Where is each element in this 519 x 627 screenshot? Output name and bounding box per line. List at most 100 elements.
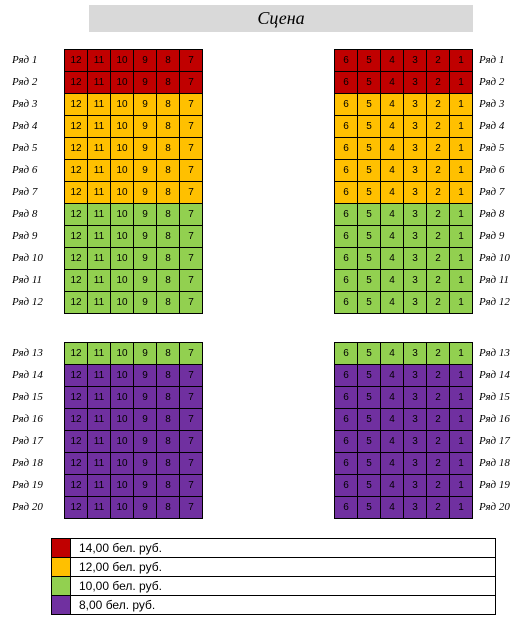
- seat[interactable]: 5: [357, 496, 381, 519]
- seat[interactable]: 5: [357, 430, 381, 453]
- seat[interactable]: 8: [156, 93, 180, 116]
- seat[interactable]: 11: [87, 364, 111, 387]
- seat[interactable]: 6: [334, 71, 358, 94]
- seat[interactable]: 8: [156, 247, 180, 270]
- seat[interactable]: 12: [64, 452, 88, 475]
- seat[interactable]: 1: [449, 474, 473, 497]
- seat[interactable]: 10: [110, 452, 134, 475]
- seat[interactable]: 9: [133, 269, 157, 292]
- seat[interactable]: 9: [133, 71, 157, 94]
- seat[interactable]: 2: [426, 452, 450, 475]
- seat[interactable]: 9: [133, 430, 157, 453]
- seat[interactable]: 4: [380, 181, 404, 204]
- seat[interactable]: 5: [357, 49, 381, 72]
- seat[interactable]: 2: [426, 474, 450, 497]
- seat[interactable]: 11: [87, 430, 111, 453]
- seat[interactable]: 4: [380, 430, 404, 453]
- seat[interactable]: 8: [156, 181, 180, 204]
- seat[interactable]: 2: [426, 115, 450, 138]
- seat[interactable]: 1: [449, 225, 473, 248]
- seat[interactable]: 9: [133, 474, 157, 497]
- seat[interactable]: 12: [64, 225, 88, 248]
- seat[interactable]: 2: [426, 430, 450, 453]
- seat[interactable]: 10: [110, 430, 134, 453]
- seat[interactable]: 10: [110, 408, 134, 431]
- seat[interactable]: 4: [380, 203, 404, 226]
- seat[interactable]: 11: [87, 137, 111, 160]
- seat[interactable]: 10: [110, 364, 134, 387]
- seat[interactable]: 7: [179, 203, 203, 226]
- seat[interactable]: 9: [133, 159, 157, 182]
- seat[interactable]: 11: [87, 115, 111, 138]
- seat[interactable]: 2: [426, 364, 450, 387]
- seat[interactable]: 9: [133, 452, 157, 475]
- seat[interactable]: 3: [403, 269, 427, 292]
- seat[interactable]: 4: [380, 496, 404, 519]
- seat[interactable]: 6: [334, 225, 358, 248]
- seat[interactable]: 11: [87, 269, 111, 292]
- seat[interactable]: 7: [179, 269, 203, 292]
- seat[interactable]: 5: [357, 115, 381, 138]
- seat[interactable]: 1: [449, 115, 473, 138]
- seat[interactable]: 3: [403, 137, 427, 160]
- seat[interactable]: 12: [64, 291, 88, 314]
- seat[interactable]: 10: [110, 474, 134, 497]
- seat[interactable]: 11: [87, 291, 111, 314]
- seat[interactable]: 6: [334, 247, 358, 270]
- seat[interactable]: 10: [110, 386, 134, 409]
- seat[interactable]: 12: [64, 203, 88, 226]
- seat[interactable]: 6: [334, 181, 358, 204]
- seat[interactable]: 1: [449, 49, 473, 72]
- seat[interactable]: 10: [110, 115, 134, 138]
- seat[interactable]: 5: [357, 342, 381, 365]
- seat[interactable]: 5: [357, 93, 381, 116]
- seat[interactable]: 12: [64, 49, 88, 72]
- seat[interactable]: 12: [64, 71, 88, 94]
- seat[interactable]: 10: [110, 496, 134, 519]
- seat[interactable]: 6: [334, 496, 358, 519]
- seat[interactable]: 5: [357, 474, 381, 497]
- seat[interactable]: 8: [156, 291, 180, 314]
- seat[interactable]: 1: [449, 408, 473, 431]
- seat[interactable]: 11: [87, 225, 111, 248]
- seat[interactable]: 3: [403, 364, 427, 387]
- seat[interactable]: 1: [449, 247, 473, 270]
- seat[interactable]: 1: [449, 386, 473, 409]
- seat[interactable]: 12: [64, 269, 88, 292]
- seat[interactable]: 11: [87, 159, 111, 182]
- seat[interactable]: 2: [426, 247, 450, 270]
- seat[interactable]: 10: [110, 291, 134, 314]
- seat[interactable]: 4: [380, 386, 404, 409]
- seat[interactable]: 8: [156, 71, 180, 94]
- seat[interactable]: 5: [357, 452, 381, 475]
- seat[interactable]: 10: [110, 247, 134, 270]
- seat[interactable]: 3: [403, 430, 427, 453]
- seat[interactable]: 4: [380, 364, 404, 387]
- seat[interactable]: 7: [179, 291, 203, 314]
- seat[interactable]: 4: [380, 225, 404, 248]
- seat[interactable]: 3: [403, 408, 427, 431]
- seat[interactable]: 3: [403, 181, 427, 204]
- seat[interactable]: 4: [380, 137, 404, 160]
- seat[interactable]: 2: [426, 137, 450, 160]
- seat[interactable]: 9: [133, 408, 157, 431]
- seat[interactable]: 2: [426, 291, 450, 314]
- seat[interactable]: 7: [179, 181, 203, 204]
- seat[interactable]: 2: [426, 408, 450, 431]
- seat[interactable]: 6: [334, 430, 358, 453]
- seat[interactable]: 9: [133, 386, 157, 409]
- seat[interactable]: 11: [87, 93, 111, 116]
- seat[interactable]: 11: [87, 247, 111, 270]
- seat[interactable]: 2: [426, 203, 450, 226]
- seat[interactable]: 9: [133, 181, 157, 204]
- seat[interactable]: 2: [426, 71, 450, 94]
- seat[interactable]: 3: [403, 496, 427, 519]
- seat[interactable]: 8: [156, 137, 180, 160]
- seat[interactable]: 9: [133, 496, 157, 519]
- seat[interactable]: 11: [87, 474, 111, 497]
- seat[interactable]: 11: [87, 452, 111, 475]
- seat[interactable]: 2: [426, 496, 450, 519]
- seat[interactable]: 8: [156, 364, 180, 387]
- seat[interactable]: 8: [156, 342, 180, 365]
- seat[interactable]: 4: [380, 474, 404, 497]
